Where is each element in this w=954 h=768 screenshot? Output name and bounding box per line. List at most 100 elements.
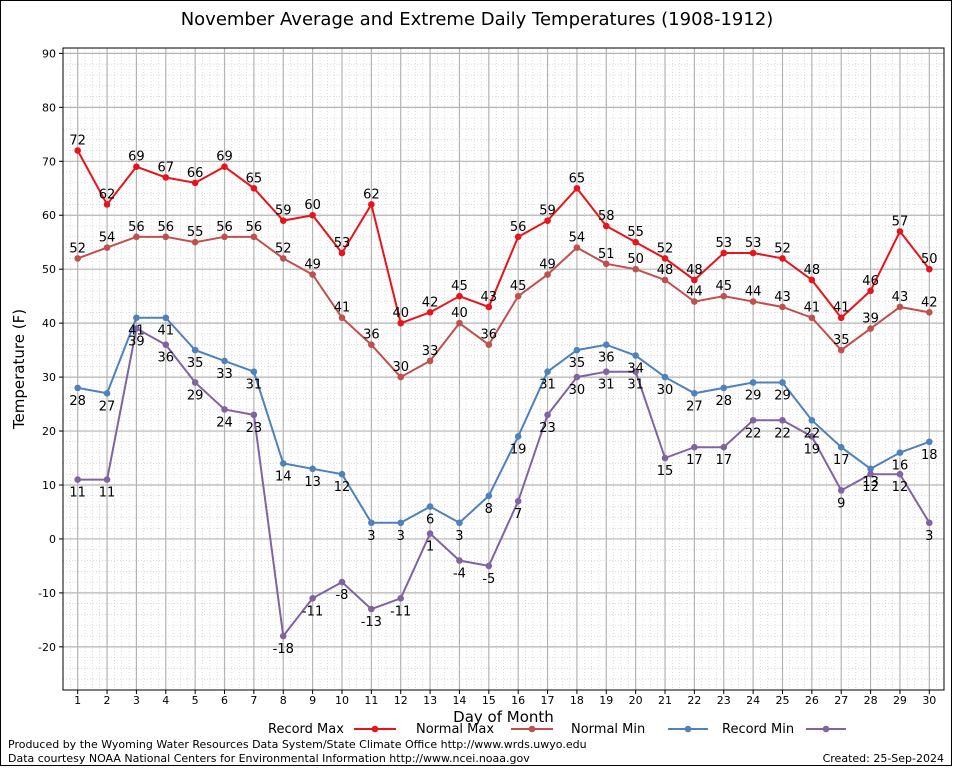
data-label: 43: [892, 290, 909, 305]
data-label: 55: [187, 225, 204, 240]
data-point: [779, 379, 786, 386]
data-point: [397, 519, 405, 527]
data-point: [867, 287, 874, 295]
data-label: 19: [804, 442, 821, 457]
data-point: [191, 346, 199, 354]
data-label: 33: [216, 367, 233, 382]
data-point: [133, 233, 140, 241]
x-tick-label: 4: [162, 694, 169, 707]
data-point: [779, 303, 786, 311]
x-tick-label: 12: [394, 694, 408, 707]
plot-area: [62, 47, 945, 691]
data-label: 16: [892, 459, 909, 474]
y-tick-label: 90: [42, 47, 56, 60]
data-point: [162, 174, 170, 181]
x-tick-label: 15: [482, 694, 496, 707]
data-label: 50: [921, 252, 938, 267]
data-label: -18: [273, 642, 294, 657]
data-label: 53: [334, 236, 351, 251]
data-label: 51: [598, 247, 615, 262]
data-label: 62: [99, 187, 116, 202]
data-label: 44: [686, 285, 703, 300]
data-point: [74, 147, 81, 154]
x-tick-label: 21: [658, 694, 672, 707]
series-line: [77, 235, 930, 379]
x-tick-label: 8: [280, 694, 287, 707]
data-point: [191, 179, 199, 187]
y-tick-label: 50: [42, 263, 56, 276]
data-point: [485, 562, 493, 570]
data-point: [397, 319, 405, 327]
data-label: 11: [99, 486, 116, 501]
data-point: [749, 298, 757, 305]
data-label: 52: [275, 241, 292, 256]
data-point: [514, 292, 522, 300]
x-tick-label: 28: [864, 694, 878, 707]
data-point: [309, 594, 316, 602]
data-label: 48: [804, 263, 821, 278]
legend-swatch-marker: [528, 725, 536, 733]
data-label: -8: [335, 588, 348, 603]
y-tick-label: -20: [38, 641, 56, 654]
data-point: [602, 368, 610, 375]
data-label: 3: [367, 529, 375, 544]
data-label: -13: [361, 615, 382, 630]
x-tick-label: 10: [335, 694, 349, 707]
data-point: [661, 373, 669, 381]
data-label: 28: [69, 394, 86, 409]
legend-label: Record Max: [268, 722, 344, 737]
data-point: [426, 530, 434, 537]
data-label: 44: [745, 285, 762, 300]
data-point: [133, 314, 140, 322]
data-label: 36: [481, 328, 498, 343]
data-label: 62: [363, 187, 380, 202]
x-tick-label: 26: [805, 694, 819, 707]
data-point: [250, 411, 258, 419]
data-label: 69: [128, 150, 145, 165]
data-point: [661, 255, 669, 262]
data-point: [456, 557, 463, 564]
data-label: 28: [715, 394, 732, 409]
y-tick-label: 30: [42, 371, 56, 384]
y-tick-label: 60: [42, 209, 56, 222]
data-point: [896, 449, 904, 456]
data-point: [896, 470, 904, 478]
data-point: [544, 271, 551, 278]
data-point: [837, 314, 845, 322]
data-label: 30: [657, 383, 674, 398]
data-point: [602, 341, 610, 349]
data-label: 41: [158, 324, 175, 339]
data-point: [250, 184, 258, 192]
data-label: -11: [302, 604, 323, 619]
x-tick-label: 22: [687, 694, 701, 707]
data-point: [338, 578, 346, 586]
legend-swatch-marker: [684, 725, 692, 733]
data-point: [338, 314, 346, 322]
data-label: 54: [99, 231, 116, 246]
x-tick-label: 6: [221, 694, 228, 707]
data-point: [191, 379, 199, 386]
data-point: [221, 406, 228, 413]
data-label: 40: [451, 306, 468, 321]
x-tick-label: 11: [364, 694, 378, 707]
y-tick-label: 10: [42, 479, 56, 492]
data-label: 12: [334, 480, 351, 495]
y-tick-label: 40: [42, 317, 56, 330]
data-label: 7: [514, 507, 522, 522]
data-label: 22: [774, 426, 791, 441]
data-label: 67: [158, 160, 175, 175]
data-label: 41: [804, 301, 821, 316]
data-label: 29: [187, 388, 204, 403]
data-point: [279, 632, 287, 640]
x-tick-label: 14: [452, 694, 466, 707]
data-point: [191, 238, 199, 246]
x-tick-label: 18: [570, 694, 584, 707]
data-point: [808, 433, 816, 440]
y-tick-label: 0: [49, 533, 56, 546]
data-point: [602, 260, 610, 268]
legend: Record Max Normal Max Normal Min Record Min: [268, 722, 846, 737]
data-label: 72: [69, 134, 86, 149]
data-point: [426, 357, 434, 365]
data-label: 12: [892, 480, 909, 495]
data-label: 15: [657, 464, 674, 479]
